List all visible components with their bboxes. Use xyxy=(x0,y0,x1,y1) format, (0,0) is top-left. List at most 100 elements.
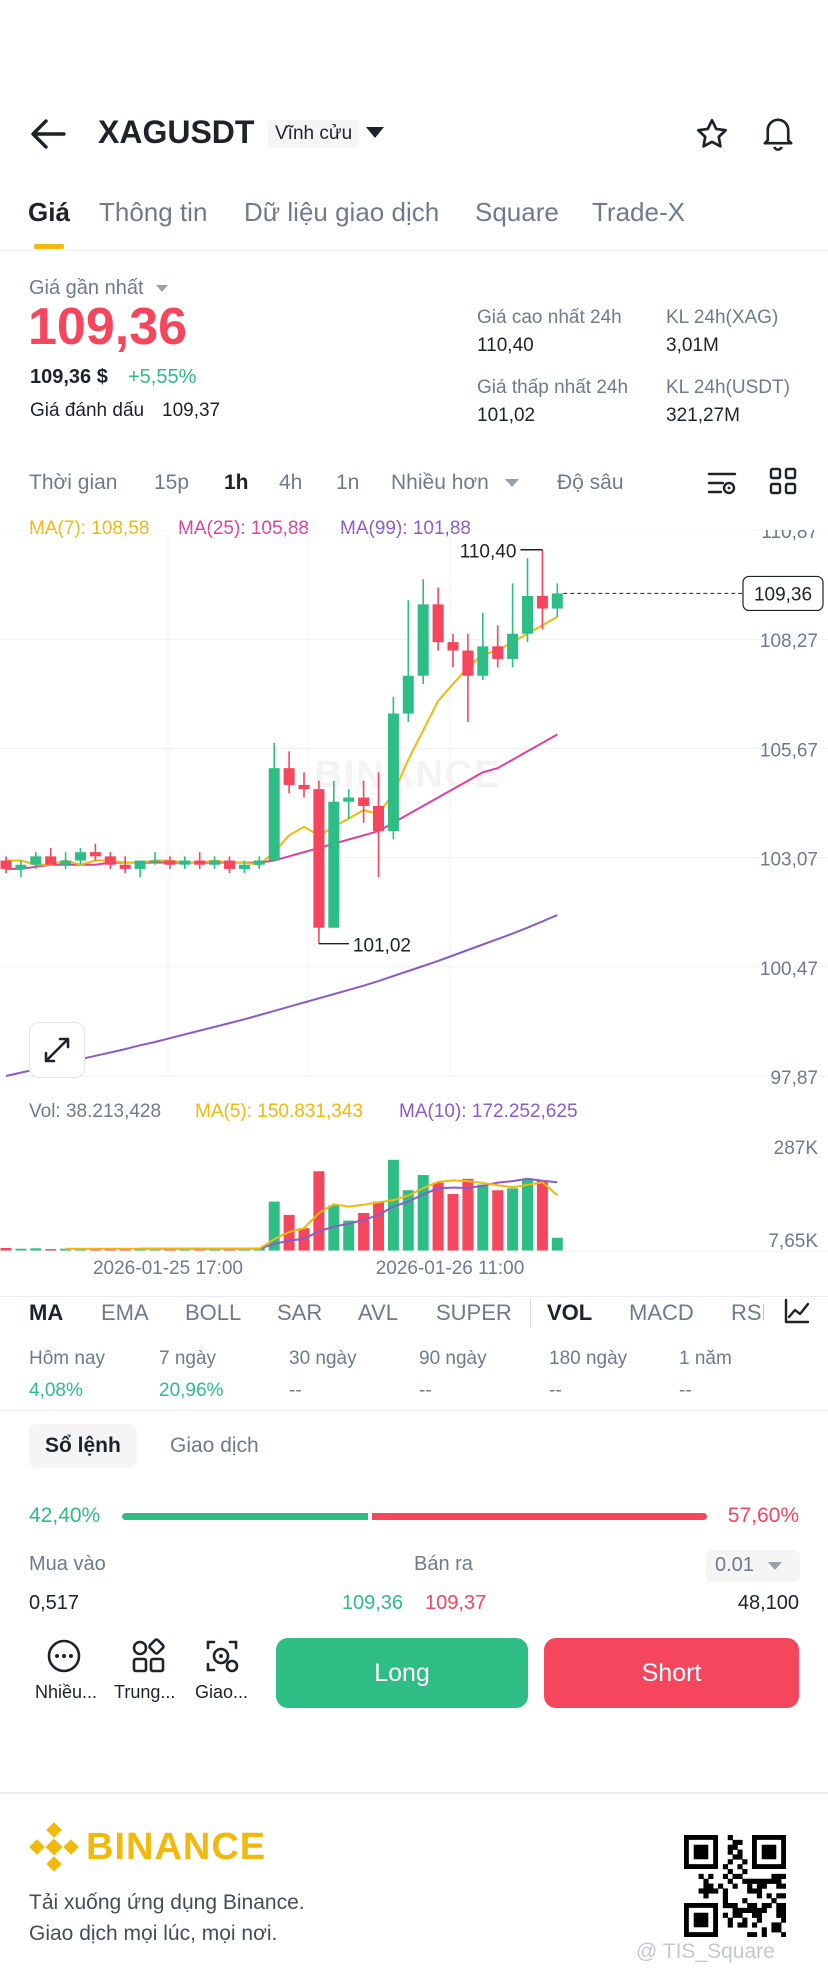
ma7-legend: MA(7): 108,58 xyxy=(29,518,150,539)
indicator-ema[interactable]: EMA xyxy=(101,1300,149,1325)
step-select[interactable]: 0.01 xyxy=(706,1550,800,1582)
qr-module xyxy=(742,1869,748,1875)
indicator-divider xyxy=(530,1298,531,1328)
symbol-dropdown-icon[interactable] xyxy=(366,127,384,138)
interval-4h[interactable]: 4h xyxy=(279,471,303,494)
qr-module xyxy=(732,1912,738,1918)
bid-quantity: 0,517 xyxy=(29,1592,80,1614)
qr-module xyxy=(776,1927,782,1933)
qr-module xyxy=(727,1903,733,1909)
indicator-macd[interactable]: MACD xyxy=(629,1300,694,1325)
candle-up xyxy=(343,797,355,802)
price-change: +5,55% xyxy=(128,366,197,388)
vol-ma5-legend: MA(5): 150.831,343 xyxy=(195,1101,363,1122)
favorite-star-icon[interactable] xyxy=(694,116,730,157)
qr-module xyxy=(727,1869,733,1875)
candle-down xyxy=(45,856,57,865)
candle-up xyxy=(134,860,146,869)
price-axis-tick: 97,87 xyxy=(770,1068,818,1089)
indicator-super[interactable]: SUPER xyxy=(436,1300,512,1325)
interval-1h[interactable]: 1h xyxy=(224,471,249,494)
center-button[interactable]: Trung... xyxy=(112,1638,184,1704)
indicator-vol[interactable]: VOL xyxy=(547,1300,593,1325)
tab-trades[interactable]: Giao dịch xyxy=(170,1434,259,1457)
trade-bot-button[interactable]: Giao... xyxy=(190,1638,262,1704)
indicator-sar[interactable]: SAR xyxy=(277,1300,323,1325)
more-button[interactable]: Nhiều... xyxy=(30,1638,102,1704)
interval-more-dropdown-icon[interactable] xyxy=(505,479,519,487)
qr-module xyxy=(722,1893,729,1899)
volume-axis-tick: 7,65K xyxy=(768,1231,818,1252)
tab-square[interactable]: Square xyxy=(475,197,559,227)
step-value: 0.01 xyxy=(715,1554,754,1576)
price-chart[interactable]: BINANCE 110,87108,27105,67103,07100,4797… xyxy=(0,530,828,1100)
tab-trading-data[interactable]: Dữ liệu giao dịch xyxy=(244,197,440,227)
qr-module xyxy=(703,1878,709,1884)
candle-down xyxy=(373,805,384,832)
indicator-settings-icon[interactable] xyxy=(782,1296,812,1331)
bid-price[interactable]: 109,36 xyxy=(341,1592,403,1614)
contract-type-badge[interactable]: Vĩnh cửu xyxy=(268,120,360,148)
indicator-boll[interactable]: BOLL xyxy=(185,1300,242,1325)
candle-down xyxy=(283,768,295,785)
volume-bar xyxy=(313,1171,325,1251)
perf-label-30d: 30 ngày xyxy=(289,1348,357,1369)
interval-time[interactable]: Thời gian xyxy=(29,471,118,494)
interval-1d[interactable]: 1n xyxy=(336,471,360,494)
symbol-title[interactable]: XAGUSDT xyxy=(98,114,255,150)
back-button[interactable] xyxy=(28,116,72,152)
long-button[interactable]: Long xyxy=(276,1638,528,1708)
qr-module xyxy=(727,1844,733,1850)
short-button[interactable]: Short xyxy=(544,1638,799,1708)
candle-up xyxy=(238,864,250,869)
qr-module xyxy=(708,1883,714,1889)
volume-bar xyxy=(328,1205,340,1251)
qr-module xyxy=(722,1903,729,1909)
interval-more[interactable]: Nhiều hơn xyxy=(391,471,489,494)
price-axis-tick: 105,67 xyxy=(760,740,818,761)
volume-bar xyxy=(45,1249,57,1252)
qr-module xyxy=(698,1888,704,1894)
qr-module xyxy=(747,1903,753,1909)
indicator-avl[interactable]: AVL xyxy=(358,1300,398,1325)
perf-value-30d: -- xyxy=(289,1380,302,1401)
last-price-dropdown-icon[interactable] xyxy=(156,285,168,292)
candle-down xyxy=(447,642,459,651)
expand-chart-button[interactable] xyxy=(29,1022,85,1078)
volume-chart[interactable]: 287K 7,65K 2026-01-25 17:00 2026-01-26 11:0… xyxy=(0,1110,828,1275)
qr-module xyxy=(781,1912,786,1918)
ask-price[interactable]: 109,37 xyxy=(425,1592,487,1614)
perf-label-90d: 90 ngày xyxy=(419,1348,487,1369)
qr-module xyxy=(727,1917,733,1923)
candle-up xyxy=(551,593,563,609)
qr-module xyxy=(747,1932,753,1937)
volume-bar xyxy=(119,1249,131,1252)
qr-module xyxy=(756,1878,763,1884)
qr-module xyxy=(742,1878,748,1884)
sell-percent: 57,60% xyxy=(727,1504,799,1527)
indicator-rsi[interactable]: RSI xyxy=(731,1300,764,1326)
qr-module xyxy=(747,1907,753,1914)
indicator-ma[interactable]: MA xyxy=(29,1300,64,1325)
last-price-label[interactable]: Giá gần nhất xyxy=(29,277,144,299)
depth-tab[interactable]: Độ sâu xyxy=(557,471,624,494)
vol-xag-label: KL 24h(XAG) xyxy=(666,307,779,328)
qr-module xyxy=(776,1878,782,1884)
candle-down xyxy=(358,797,370,806)
qr-module xyxy=(781,1917,786,1923)
volume-bar xyxy=(268,1201,280,1251)
tab-info[interactable]: Thông tin xyxy=(99,197,208,227)
tab-trade-x[interactable]: Trade-X xyxy=(592,197,685,227)
qr-module xyxy=(781,1903,786,1909)
volume-bar xyxy=(179,1248,191,1251)
tab-price[interactable]: Giá xyxy=(28,197,70,227)
chart-settings-icon[interactable] xyxy=(706,468,738,503)
interval-15m[interactable]: 15p xyxy=(154,471,190,494)
qr-module xyxy=(752,1878,758,1884)
volume-bar xyxy=(492,1190,504,1251)
bell-icon[interactable] xyxy=(760,114,796,157)
candle-up xyxy=(75,852,86,861)
tab-active-indicator xyxy=(34,244,64,249)
tab-orderbook[interactable]: Sổ lệnh xyxy=(29,1424,137,1468)
layout-grid-icon[interactable] xyxy=(768,466,798,501)
